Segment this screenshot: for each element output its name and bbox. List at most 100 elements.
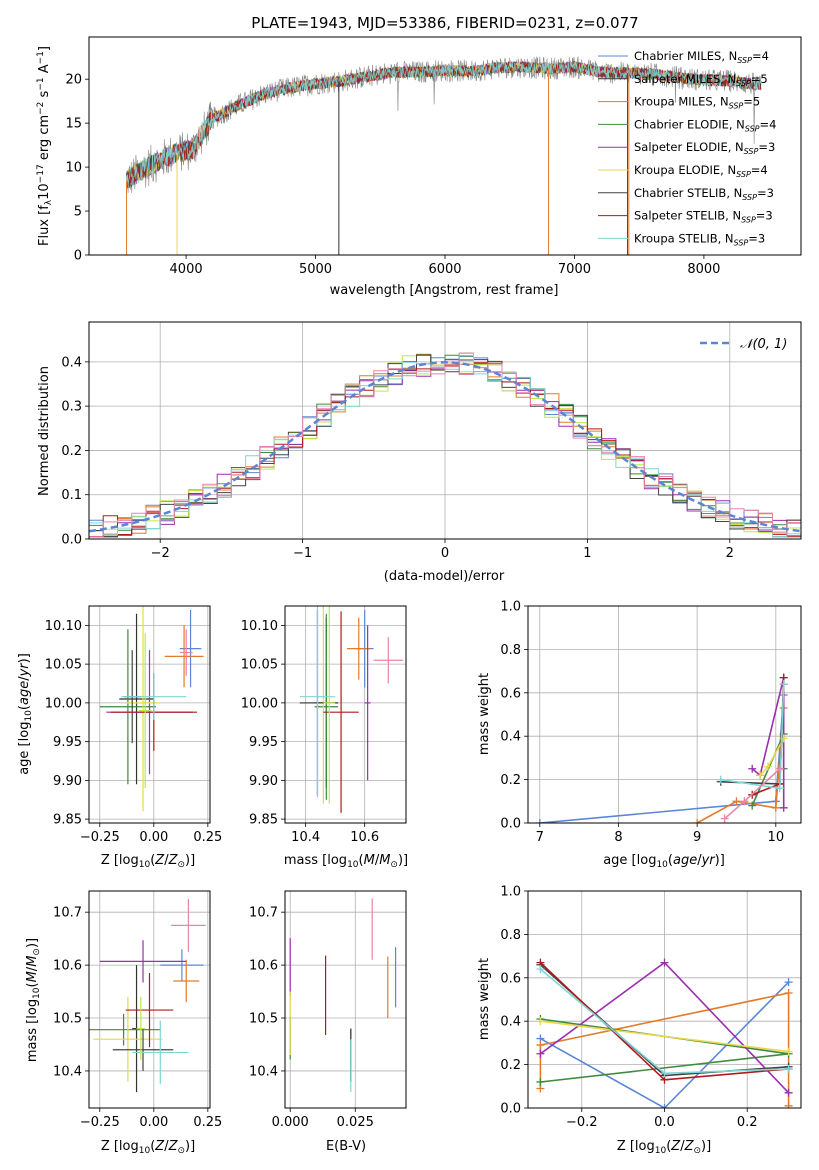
- weight-vs-age-ylabel: mass weight: [477, 673, 492, 755]
- legend-label: Chabrier STELIB, NSSP=3: [634, 186, 774, 202]
- legend-subscript: SSP: [736, 79, 751, 88]
- mass-vs-ebv-xlabel: E(B-V): [326, 1139, 366, 1154]
- legend-label: Salpeter ELODIE, NSSP=3: [634, 140, 775, 156]
- normal-curve: [89, 361, 801, 533]
- mass-vs-metallicity-panel: −0.25 0.00 0.25 10.4 10.5 10.6 10.7: [53, 890, 222, 1130]
- weight-marker: [748, 764, 757, 773]
- legend-subscript: SSP: [741, 216, 756, 225]
- y-tick-label: 0.0: [500, 1102, 521, 1117]
- weight-marker: [784, 1064, 793, 1073]
- weight-vs-age-panel: 7 8 9 10 0.0 0.2 0.4 0.6 0.8 1.0: [500, 600, 802, 845]
- y-tick-label: 10.4: [249, 1064, 278, 1079]
- y-tick-label: 10.6: [249, 959, 278, 974]
- y-tick-label: 1.0: [500, 885, 521, 900]
- legend-subscript: SSP: [742, 193, 757, 202]
- plot-area: [99, 606, 204, 812]
- axes-frame: [284, 605, 407, 824]
- plot-area: [89, 352, 801, 538]
- legend-label: Chabrier MILES, NSSP=4: [634, 49, 769, 65]
- weight-vs-z-ylabel: mass weight: [477, 958, 492, 1040]
- plot-area: [535, 673, 788, 823]
- spectrum-xlabel: wavelength [Angstrom, rest frame]: [330, 283, 559, 298]
- y-tick-label: 9.90: [53, 774, 82, 789]
- y-tick-label: 10.4: [53, 1064, 82, 1079]
- weight-marker: [536, 1077, 545, 1086]
- x-tick-label: 0.25: [193, 1115, 222, 1130]
- y-tick-label: 9.95: [53, 735, 82, 750]
- legend-subscript: SSP: [745, 124, 760, 133]
- y-tick-label: 0.4: [500, 1015, 521, 1030]
- plot-area: [299, 606, 404, 813]
- y-tick-label: 10.7: [249, 906, 278, 921]
- y-tick-label: 0.6: [500, 686, 521, 701]
- legend-subscript: SSP: [734, 238, 749, 247]
- legend-label: Salpeter STELIB, NSSP=3: [634, 209, 773, 225]
- legend-value: =4: [751, 163, 768, 177]
- x-tick-label: 10: [768, 830, 785, 845]
- weight-marker: [784, 1088, 793, 1097]
- axes-frame: [88, 321, 802, 540]
- weight-line: [724, 768, 781, 820]
- y-tick-label: 1.0: [500, 600, 521, 615]
- x-tick-label: 8000: [687, 262, 720, 277]
- age-vs-mass-panel: 10.4 10.6 9.85 9.90 9.95 10.00 10.05 10.10: [241, 605, 407, 845]
- weight-marker: [763, 762, 772, 771]
- mass-vs-ebv-panel: 0.000 0.025 10.4 10.5 10.6 10.7: [249, 890, 407, 1130]
- weight-marker: [756, 771, 765, 780]
- weight-marker: [732, 797, 741, 806]
- weight-line: [540, 1020, 789, 1053]
- x-tick-label: 7000: [558, 262, 591, 277]
- legend-subscript: SSP: [737, 56, 752, 65]
- legend-value: =3: [757, 186, 774, 200]
- x-tick-label: 4000: [170, 262, 203, 277]
- x-tick-label: −0.2: [566, 1115, 598, 1130]
- x-tick-label: 0.0: [654, 1115, 675, 1130]
- figure-title: PLATE=1943, MJD=53386, FIBERID=0231, z=0…: [251, 14, 638, 32]
- mass-vs-z-xlabel: Z [log10(Z/Z⊙)]: [101, 1139, 195, 1156]
- spectrum-ylabel: Flux [fλ10−17 erg cm−2 s−1 A−1]: [36, 46, 54, 246]
- axes-frame: [88, 605, 211, 824]
- y-tick-label: 10: [65, 161, 82, 176]
- y-tick-label: 10.7: [53, 906, 82, 921]
- axes-frame: [527, 605, 802, 824]
- legend-value: =4: [760, 117, 777, 131]
- legend-label: Kroupa STELIB, NSSP=3: [634, 231, 765, 247]
- weight-marker: [784, 988, 793, 997]
- weight-line: [540, 981, 790, 1108]
- weight-marker: [784, 1101, 793, 1108]
- y-tick-label: 0.2: [500, 773, 521, 788]
- weight-marker: [536, 1041, 545, 1050]
- residuals-ylabel: Normed distribution: [37, 366, 52, 496]
- age-vs-metallicity-panel: −0.25 0.00 0.25 9.85 9.90 9.95 10.00 10.05 10.10: [45, 605, 222, 845]
- weight-marker: [660, 958, 669, 967]
- y-tick-label: 10.5: [249, 1012, 278, 1027]
- legend-value: =5: [743, 95, 760, 109]
- weight-marker: [771, 803, 780, 812]
- y-tick-label: 5: [74, 205, 82, 220]
- legend-subscript: SSP: [736, 170, 751, 179]
- weight-marker: [536, 1017, 545, 1026]
- spectrum-panel: 4000 5000 6000 7000 8000 0 5 10 15 20 Chabrier MIL…: [65, 36, 802, 277]
- y-tick-label: 20: [65, 73, 82, 88]
- plot-area: [89, 898, 206, 1093]
- weight-marker: [660, 1069, 669, 1078]
- y-tick-label: 9.90: [249, 774, 278, 789]
- x-tick-label: 0: [441, 546, 449, 561]
- legend-label: Kroupa MILES, NSSP=5: [634, 95, 760, 111]
- y-tick-label: 0.8: [500, 643, 521, 658]
- legend-value: =3: [756, 209, 773, 223]
- axes-frame: [284, 890, 407, 1109]
- weight-vs-metallicity-panel: −0.2 0.0 0.2 0.0 0.2 0.4 0.6 0.8 1.0: [500, 885, 802, 1130]
- legend-value: =5: [751, 72, 768, 86]
- legend-value: =3: [758, 140, 775, 154]
- x-tick-label: 10.6: [350, 830, 379, 845]
- residuals-xlabel: (data-model)/error: [384, 569, 505, 584]
- weight-marker: [535, 819, 544, 823]
- legend-label: Salpeter MILES, NSSP=5: [634, 72, 768, 88]
- y-tick-label: 10.10: [45, 619, 82, 634]
- x-tick-label: 0.00: [139, 1115, 168, 1130]
- x-tick-label: 6000: [428, 262, 461, 277]
- y-tick-label: 9.95: [249, 735, 278, 750]
- weight-marker: [716, 775, 725, 784]
